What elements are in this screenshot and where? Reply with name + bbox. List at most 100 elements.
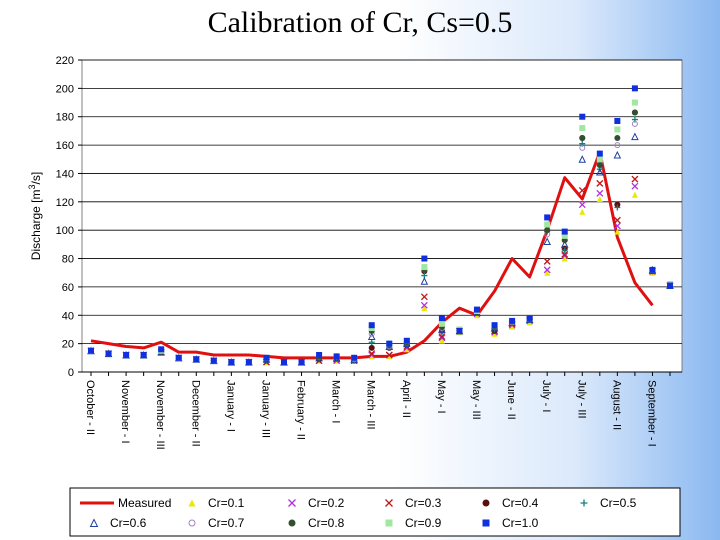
legend-label: Cr=0.4	[502, 496, 539, 510]
data-point-cr-1-0	[421, 255, 428, 262]
data-point-cr-1-0	[193, 356, 200, 363]
y-tick-label: 220	[56, 55, 74, 67]
data-point-cr-0-1	[403, 346, 410, 353]
y-tick-label: 0	[68, 367, 74, 379]
data-point-cr-0-1	[421, 305, 428, 312]
data-point-cr-1-0	[263, 354, 270, 361]
x-tick-label: March - III	[365, 380, 377, 430]
data-point-cr-1-0	[614, 117, 621, 124]
data-point-cr-0-3	[613, 216, 621, 224]
data-point-cr-1-0	[351, 354, 358, 361]
data-point-cr-0-4	[368, 344, 375, 351]
data-point-cr-0-1	[368, 353, 375, 360]
data-point-cr-0-3	[578, 187, 586, 194]
data-point-cr-0-1	[579, 208, 586, 215]
data-point-cr-0-3	[596, 179, 604, 187]
data-point-cr-0-8	[544, 227, 551, 234]
legend-label: Cr=0.6	[110, 516, 147, 530]
legend-label: Cr=0.8	[308, 516, 345, 530]
data-point-cr-0-3	[420, 293, 428, 301]
y-tick-label: 40	[62, 310, 74, 322]
data-point-cr-0-2	[543, 266, 551, 274]
data-point-cr-1-0	[596, 150, 603, 157]
data-point-cr-0-1	[438, 337, 445, 344]
data-point-cr-1-0	[491, 322, 498, 329]
legend-label: Cr=0.3	[405, 496, 442, 510]
legend-label: Cr=0.7	[208, 516, 245, 530]
x-tick-label: January - III	[259, 380, 271, 438]
x-tick-label: December - II	[189, 380, 201, 447]
data-point-cr-0-3	[368, 350, 376, 358]
x-tick-label: July - I	[540, 380, 552, 412]
data-point-cr-0-9	[596, 156, 603, 163]
data-point-cr-0-3	[543, 257, 551, 265]
data-point-cr-0-3	[631, 175, 639, 183]
slide-title: Calibration of Cr, Cs=0.5	[207, 6, 513, 39]
data-point-cr-1-0	[316, 351, 323, 358]
data-point-cr-0-6	[367, 332, 376, 341]
x-tick-label: July - III	[575, 380, 587, 419]
legend-label: Cr=0.5	[600, 496, 637, 510]
data-point-cr-1-0	[298, 359, 305, 366]
x-tick-label: November - III	[154, 380, 166, 450]
x-tick-label: May - I	[435, 380, 447, 414]
data-point-cr-1-0	[333, 353, 340, 360]
x-tick-label: June - II	[505, 380, 517, 420]
data-point-cr-0-2	[438, 334, 446, 342]
data-point-cr-1-0	[561, 228, 568, 235]
data-point-cr-1-0	[403, 337, 410, 344]
data-point-cr-0-5	[614, 204, 621, 211]
data-point-cr-0-1	[614, 228, 621, 235]
y-tick-label: 200	[56, 83, 74, 95]
data-point-cr-0-9	[421, 264, 428, 271]
y-tick-label: 20	[62, 339, 74, 351]
legend-symbol	[482, 499, 490, 507]
data-point-cr-0-2	[368, 351, 376, 359]
data-point-cr-0-9	[579, 125, 586, 132]
data-point-cr-0-8	[579, 135, 586, 141]
data-point-cr-1-0	[368, 322, 375, 329]
data-point-cr-0-6	[420, 277, 429, 285]
data-point-cr-0-5	[368, 339, 375, 346]
data-point-cr-0-9	[438, 320, 445, 327]
x-tick-label: February - II	[295, 380, 307, 440]
x-tick-label: August - II	[610, 380, 622, 430]
data-point-cr-0-6	[543, 237, 551, 246]
data-point-cr-0-1	[631, 191, 638, 198]
data-point-cr-1-0	[158, 346, 165, 353]
legend-label: Cr=0.9	[405, 516, 442, 530]
data-point-cr-1-0	[649, 266, 656, 273]
data-point-cr-0-6	[560, 240, 569, 248]
data-point-cr-0-8	[631, 109, 638, 116]
legend-label: Cr=0.2	[308, 496, 345, 510]
data-point-cr-1-0	[228, 359, 235, 366]
data-point-cr-0-6	[613, 150, 622, 159]
legend-symbol	[288, 519, 296, 527]
legend-symbol	[385, 499, 393, 507]
data-point-cr-1-0	[509, 317, 516, 324]
y-tick-label: 160	[56, 140, 74, 152]
data-point-cr-0-9	[631, 99, 638, 106]
data-point-cr-1-0	[526, 315, 533, 322]
data-point-cr-1-0	[544, 214, 551, 221]
y-tick-label: 140	[56, 168, 74, 180]
data-point-cr-0-9	[561, 232, 568, 239]
data-point-cr-1-0	[88, 347, 94, 354]
x-tick-label: April - II	[400, 380, 412, 418]
data-point-cr-0-2	[420, 301, 428, 309]
y-tick-label: 120	[56, 197, 74, 209]
data-point-cr-0-6	[631, 132, 639, 141]
y-axis-label: Discharge [m3/s]	[27, 172, 43, 260]
x-tick-label: January - I	[224, 380, 236, 432]
x-tick-label: September - I	[645, 380, 657, 447]
data-point-cr-1-0	[456, 327, 463, 334]
data-point-cr-0-3	[561, 250, 569, 258]
y-tick-label: 100	[56, 225, 74, 237]
legend-symbol	[89, 518, 99, 527]
data-point-cr-1-0	[474, 306, 480, 313]
data-point-cr-0-1	[544, 269, 551, 276]
data-point-cr-1-0	[140, 351, 147, 358]
data-point-cr-0-7	[614, 142, 621, 149]
data-point-cr-1-0	[210, 357, 217, 364]
